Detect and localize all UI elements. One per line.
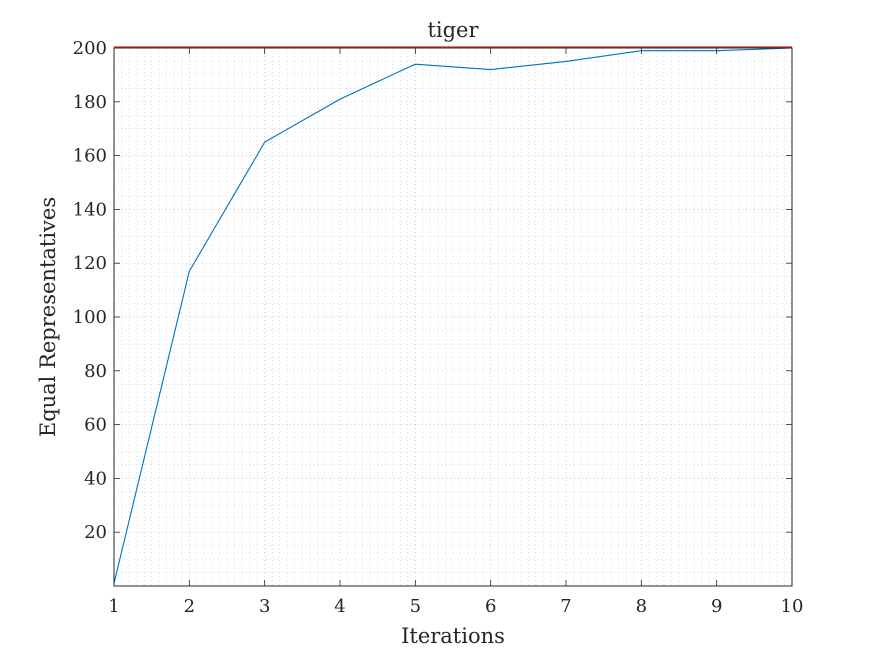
y-axis-label: Equal Representatives — [36, 197, 60, 437]
x-tick-label: 8 — [636, 596, 647, 617]
x-tick-label: 10 — [781, 596, 804, 617]
y-tick-labels: 20 40 60 80 100 120 140 160 180 200 — [73, 38, 107, 543]
x-tick-label: 4 — [334, 596, 345, 617]
x-tick-labels: 1 2 3 4 5 6 7 8 9 10 — [108, 596, 803, 617]
x-tick-label: 3 — [259, 596, 270, 617]
x-tick-label: 2 — [184, 596, 195, 617]
y-tick-label: 180 — [73, 92, 107, 113]
series-line — [113, 47, 793, 584]
y-tick-label: 160 — [73, 146, 107, 167]
y-tick-label: 20 — [84, 522, 107, 543]
y-tick-label: 140 — [73, 199, 107, 220]
x-tick-label: 7 — [560, 596, 571, 617]
y-tick-label: 80 — [84, 361, 107, 382]
y-tick-label: 120 — [73, 253, 107, 274]
axis-ticks — [113, 47, 793, 586]
y-tick-label: 200 — [73, 38, 107, 59]
y-tick-label: 40 — [84, 468, 107, 489]
y-tick-label: 100 — [73, 307, 107, 328]
y-tick-label: 60 — [84, 415, 107, 436]
x-tick-label: 6 — [485, 596, 496, 617]
x-axis-label: Iterations — [401, 624, 505, 648]
x-tick-label: 1 — [108, 596, 119, 617]
major-grid — [113, 47, 793, 586]
x-tick-label: 9 — [711, 596, 722, 617]
chart-title: tiger — [427, 18, 479, 42]
series-group — [113, 47, 793, 584]
x-tick-label: 5 — [410, 596, 421, 617]
